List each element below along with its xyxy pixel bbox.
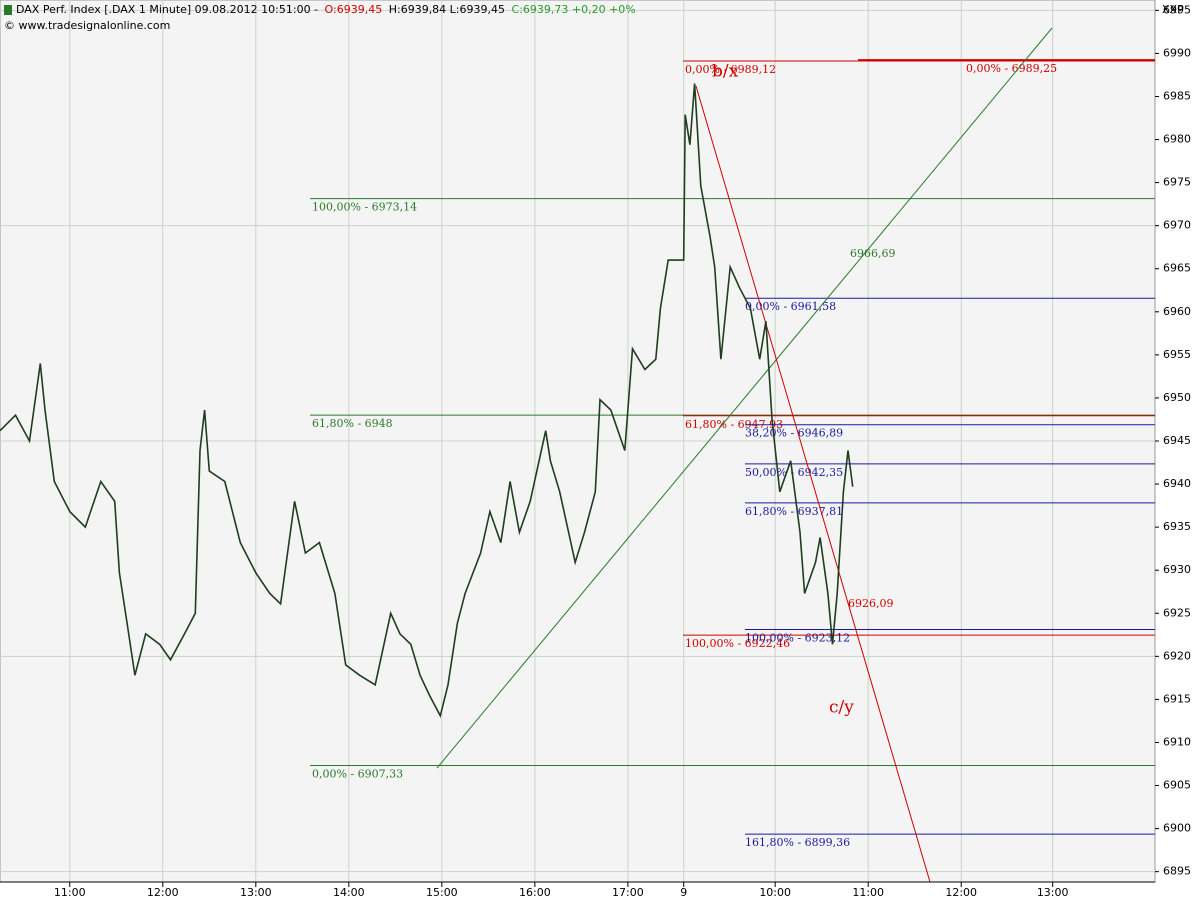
price [0,83,854,719]
y-tick-label: 6980 [1163,133,1191,146]
y-tick-label: 6990 [1163,46,1191,59]
fib-level-label: 100,00% - 6923,12 [745,631,850,644]
y-tick-label: 6935 [1163,520,1191,533]
x-tick-label: 17:00 [612,886,644,899]
y-tick-label: 6995 [1163,3,1191,16]
fib-level-label: 0,00% - 6989,25 [966,62,1057,75]
grid [0,0,1155,882]
y-tick-label: 6910 [1163,735,1191,748]
trend-line-label: 6926,09 [848,597,894,610]
levels: 100,00% - 6973,14 61,80% - 6948 0,00% - 69… [310,27,1155,883]
y-tick-label: 6905 [1163,779,1191,792]
subtitle: © www.tradesignalonline.com [4,19,170,32]
y-tick-label: 6895 [1163,865,1191,878]
y-tick-label: 6930 [1163,563,1191,576]
wave-label: c/y [829,698,854,718]
y-tick-label: 6915 [1163,692,1191,705]
y-tick-label: 6970 [1163,219,1191,232]
x-tick-label: 9 [680,886,687,899]
trend-line [436,27,1053,769]
fib-level-label: 61,80% - 6937,81 [745,505,843,518]
legend-swatch [4,5,12,15]
x-tick-label: 11:00 [852,886,884,899]
fib-level-label: 0,00% - 6907,33 [312,767,403,780]
x-tick-label: 16:00 [519,886,551,899]
x-tick-label: 10:00 [759,886,791,899]
x-tick-label: 11:00 [54,886,86,899]
x-tick-label: 13:00 [1037,886,1069,899]
x-tick-label: 13:00 [240,886,272,899]
x-tick-label: 15:00 [426,886,458,899]
axes: 6895 6900 6905 6910 6915 6920 6925 6930 6935 6940… [0,3,1191,899]
y-tick-label: 6900 [1163,822,1191,835]
trend-line-label: 6966,69 [850,247,896,260]
y-tick-label: 6960 [1163,305,1191,318]
y-tick-label: 6925 [1163,606,1191,619]
x-tick-label: 12:00 [945,886,977,899]
y-tick-label: 6920 [1163,649,1191,662]
fib-level-label: 161,80% - 6899,36 [745,836,850,849]
header-close: C:6939,73 +0,20 +0% [512,3,636,16]
header-title: DAX Perf. Index [.DAX 1 Minute] 09.08.20… [16,3,318,16]
header-open: O:6939,45 [325,3,383,16]
x-tick-label: 14:00 [333,886,365,899]
fib-level-label: 100,00% - 6922,46 [685,637,790,650]
y-tick-label: 6955 [1163,348,1191,361]
fib-level-label: 100,00% - 6973,14 [312,201,417,214]
header: DAX Perf. Index [.DAX 1 Minute] 09.08.20… [16,3,636,16]
fib-level-label: 61,80% - 6948 [312,417,393,430]
y-tick-label: 6965 [1163,262,1191,275]
fib-level-label: 0,00% - 6961,58 [745,300,836,313]
price-line [0,83,854,719]
fib-level-label: 50,00% - 6942,35 [745,466,843,479]
fib-level-label: 0,00% - 6989,12 [685,63,776,76]
y-tick-label: 6950 [1163,391,1191,404]
header-hl: H:6939,84 L:6939,45 [389,3,505,16]
trend-line [695,85,931,883]
y-tick-label: 6940 [1163,477,1191,490]
fib-level-label: 61,80% - 6947,93 [685,418,783,431]
wave-label: b/x [712,62,739,82]
fib-level-label: 38,20% - 6946,89 [745,427,843,440]
corner-label: XXP [1162,3,1184,16]
x-tick-label: 12:00 [147,886,179,899]
y-tick-label: 6945 [1163,434,1191,447]
y-tick-label: 6975 [1163,176,1191,189]
y-tick-label: 6985 [1163,89,1191,102]
